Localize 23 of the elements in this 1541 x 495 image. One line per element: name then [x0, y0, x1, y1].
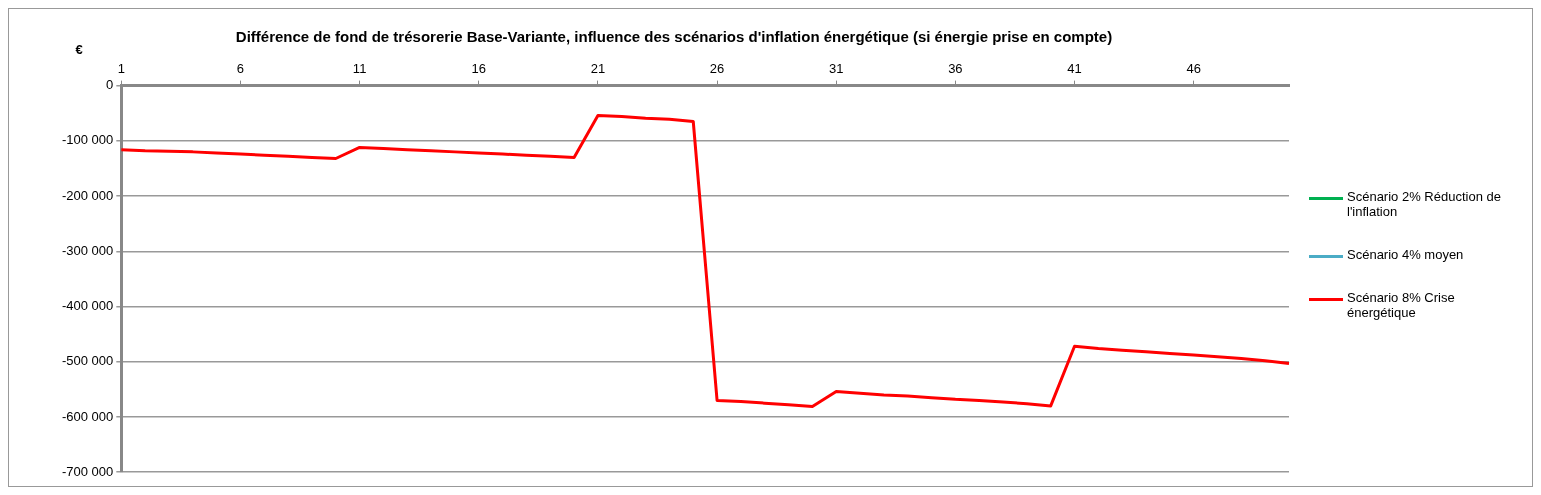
y-tick-label: -600 000 [61, 408, 114, 424]
x-tick-label: 26 [709, 61, 725, 77]
y-tick-label: -700 000 [61, 463, 114, 479]
x-tick-label: 41 [1067, 61, 1082, 77]
x-tick-label: 1 [117, 61, 125, 77]
y-tick-label: -100 000 [61, 132, 114, 148]
y-tick-label: -300 000 [61, 242, 114, 258]
chart-title: Différence de fond de trésorerie Base-Variante, influence des scénarios d'inflation énergétique (si énergie prise en compte) [235, 28, 1113, 46]
y-tick-label: -400 000 [61, 298, 114, 314]
x-tick-label: 16 [471, 61, 487, 77]
x-tick-label: 46 [1186, 61, 1201, 77]
x-tick-label: 21 [590, 61, 606, 77]
x-tick-label: 31 [828, 61, 844, 77]
legend-label: Scénario 4% moyen [1347, 247, 1464, 262]
x-tick-label: 11 [352, 61, 367, 77]
y-axis-title: € [75, 42, 83, 57]
x-tick-label: 6 [236, 61, 245, 77]
y-tick-label: -200 000 [61, 187, 114, 203]
y-tick-label: -500 000 [61, 353, 114, 369]
y-tick-label: 0 [106, 77, 114, 93]
legend-label: Scénario 8% Crise énergétique [1347, 290, 1456, 320]
x-tick-label: 36 [948, 61, 963, 77]
legend-label: Scénario 2% Réduction de l'inflation [1347, 189, 1502, 219]
